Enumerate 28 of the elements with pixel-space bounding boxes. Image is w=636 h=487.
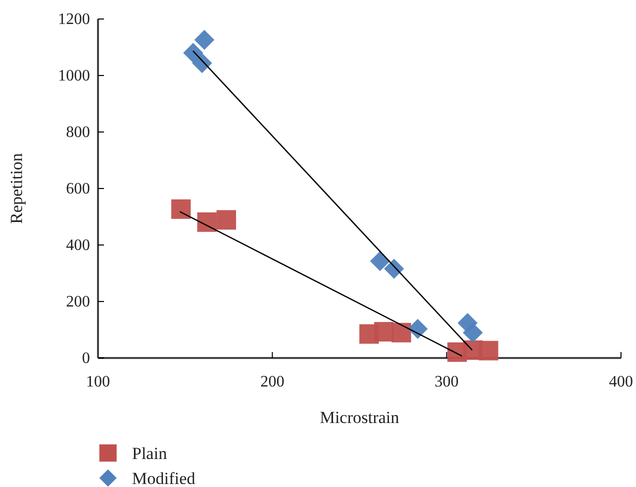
x-tick-label: 100 bbox=[86, 374, 110, 391]
y-axis-title: Repetition bbox=[7, 152, 26, 224]
point bbox=[171, 199, 191, 219]
y-tick-label: 1000 bbox=[58, 68, 90, 85]
y-tick-label: 800 bbox=[66, 124, 90, 142]
y-tick-label: 1200 bbox=[58, 11, 90, 28]
point bbox=[216, 210, 236, 230]
x-tick-label: 200 bbox=[260, 374, 284, 391]
x-axis-title: Microstrain bbox=[320, 408, 400, 427]
y-tick-label: 400 bbox=[66, 237, 90, 254]
y-tick-label: 600 bbox=[66, 180, 90, 198]
x-tick-label: 300 bbox=[434, 374, 459, 391]
point bbox=[370, 251, 390, 272]
point bbox=[408, 318, 428, 339]
point bbox=[194, 30, 214, 50]
point bbox=[374, 322, 394, 342]
legend-label: Plain bbox=[132, 444, 168, 463]
legend-label: Modified bbox=[132, 469, 196, 487]
point bbox=[462, 322, 483, 343]
point bbox=[392, 322, 412, 342]
point bbox=[384, 258, 404, 279]
y-tick-label: 0 bbox=[82, 350, 90, 368]
point bbox=[197, 212, 217, 232]
point bbox=[183, 42, 204, 63]
point bbox=[192, 53, 212, 74]
x-tick-label: 400 bbox=[609, 374, 633, 391]
point bbox=[478, 340, 498, 360]
y-tick-label: 200 bbox=[66, 294, 90, 311]
